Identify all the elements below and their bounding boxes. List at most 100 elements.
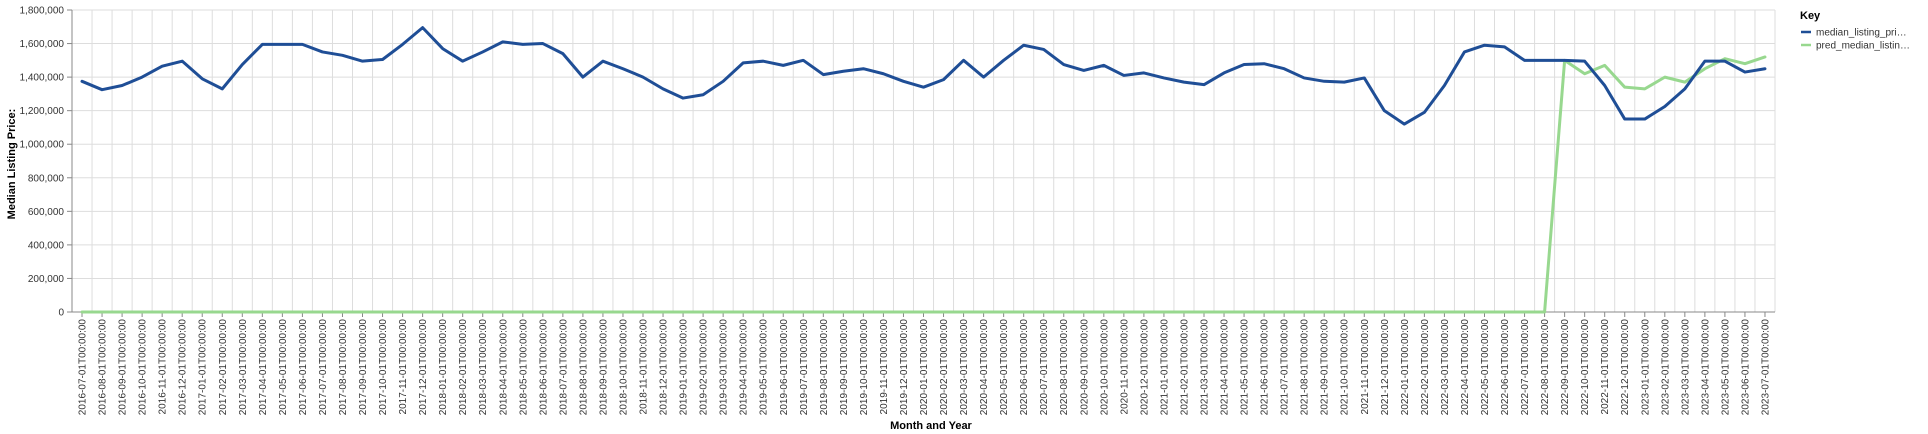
x-tick-label: 2017-11-01T00:00:00	[398, 319, 409, 415]
x-tick-label: 2019-10-01T00:00:00	[859, 319, 870, 416]
x-tick-label: 2017-07-01T00:00:00	[318, 319, 329, 416]
x-tick-label: 2022-06-01T00:00:00	[1500, 319, 1511, 416]
x-tick-label: 2016-09-01T00:00:00	[118, 319, 129, 416]
x-tick-label: 2021-03-01T00:00:00	[1199, 319, 1210, 416]
x-tick-label: 2020-06-01T00:00:00	[1019, 319, 1030, 416]
x-tick-label: 2019-11-01T00:00:00	[879, 319, 890, 415]
legend-title: Key	[1800, 10, 1821, 22]
x-tick-label: 2017-12-01T00:00:00	[418, 319, 429, 416]
x-tick-label: 2021-05-01T00:00:00	[1240, 319, 1251, 416]
x-tick-label: 2019-07-01T00:00:00	[799, 319, 810, 416]
x-tick-label: 2018-10-01T00:00:00	[618, 319, 629, 416]
x-tick-label: 2022-08-01T00:00:00	[1540, 319, 1551, 416]
x-tick-label: 2019-06-01T00:00:00	[779, 319, 790, 416]
x-tick-label: 2019-02-01T00:00:00	[699, 319, 710, 416]
x-tick-label: 2020-03-01T00:00:00	[959, 319, 970, 416]
x-tick-label: 2018-12-01T00:00:00	[659, 319, 670, 416]
series-line-0	[80, 26, 1767, 126]
y-tick-label: 1,400,000	[20, 73, 65, 84]
x-tick-label: 2020-09-01T00:00:00	[1079, 319, 1090, 416]
legend: Key median_listing_pri… pred_median_listi…	[1800, 10, 1910, 52]
x-tick-label: 2023-05-01T00:00:00	[1720, 319, 1731, 416]
x-tick-label: 2021-10-01T00:00:00	[1340, 319, 1351, 416]
series-line-1	[80, 55, 1767, 314]
x-tick-label: 2021-07-01T00:00:00	[1280, 319, 1291, 416]
y-tick-label: 1,200,000	[20, 106, 65, 117]
x-tick-label: 2019-04-01T00:00:00	[739, 319, 750, 416]
legend-label: pred_median_listin…	[1816, 41, 1910, 52]
y-tick-label: 400,000	[28, 240, 65, 251]
x-axis: 2016-07-01T00:00:00 2016-08-01T00:00:00 20…	[72, 311, 1775, 416]
x-tick-label: 2019-03-01T00:00:00	[719, 319, 730, 416]
x-tick-label: 2016-08-01T00:00:00	[98, 319, 109, 416]
y-tick-label: 200,000	[28, 274, 65, 285]
x-tick-label: 2020-02-01T00:00:00	[939, 319, 950, 416]
y-tick-label: 1,800,000	[20, 6, 65, 17]
x-tick-label: 2017-06-01T00:00:00	[298, 319, 309, 416]
y-axis: 0 200,000 400,000 600,000 800,000 1,000,000 1,…	[20, 6, 73, 319]
x-tick-label: 2020-01-01T00:00:00	[919, 319, 930, 416]
x-tick-label: 2022-12-01T00:00:00	[1620, 319, 1631, 416]
x-tick-label: 2016-07-01T00:00:00	[78, 319, 89, 416]
x-tick-label: 2018-02-01T00:00:00	[458, 319, 469, 416]
x-tick-label: 2020-05-01T00:00:00	[999, 319, 1010, 416]
x-tick-label: 2016-10-01T00:00:00	[138, 319, 149, 416]
x-tick-label: 2021-09-01T00:00:00	[1320, 319, 1331, 416]
y-tick-label: 1,600,000	[20, 39, 65, 50]
x-tick-label: 2021-08-01T00:00:00	[1300, 319, 1311, 416]
x-tick-label: 2020-07-01T00:00:00	[1039, 319, 1050, 416]
x-tick-label: 2023-06-01T00:00:00	[1740, 319, 1751, 416]
x-tick-label: 2018-08-01T00:00:00	[578, 319, 589, 416]
x-tick-label: 2020-10-01T00:00:00	[1099, 319, 1110, 416]
y-tick-label: 0	[58, 308, 64, 319]
x-tick-label: 2021-12-01T00:00:00	[1380, 319, 1391, 416]
x-tick-label: 2016-11-01T00:00:00	[158, 319, 169, 415]
x-tick-label: 2021-06-01T00:00:00	[1260, 319, 1271, 416]
x-tick-label: 2017-01-01T00:00:00	[198, 319, 209, 416]
x-tick-label: 2022-05-01T00:00:00	[1480, 319, 1491, 416]
x-tick-label: 2016-12-01T00:00:00	[178, 319, 189, 416]
x-tick-label: 2019-01-01T00:00:00	[679, 319, 690, 416]
x-tick-label: 2020-11-01T00:00:00	[1119, 319, 1130, 415]
x-tick-label: 2023-01-01T00:00:00	[1640, 319, 1651, 416]
x-tick-label: 2018-04-01T00:00:00	[498, 319, 509, 416]
y-axis-title: Median Listing Price:	[6, 109, 18, 220]
x-tick-label: 2020-04-01T00:00:00	[979, 319, 990, 416]
x-tick-label: 2022-04-01T00:00:00	[1460, 319, 1471, 416]
x-tick-label: 2017-04-01T00:00:00	[258, 319, 269, 416]
x-tick-label: 2017-10-01T00:00:00	[378, 319, 389, 416]
x-tick-label: 2019-05-01T00:00:00	[759, 319, 770, 416]
x-tick-label: 2018-03-01T00:00:00	[478, 319, 489, 416]
x-tick-label: 2020-12-01T00:00:00	[1139, 319, 1150, 416]
x-tick-label: 2022-11-01T00:00:00	[1600, 319, 1611, 415]
x-tick-label: 2017-03-01T00:00:00	[238, 319, 249, 416]
x-tick-label: 2019-08-01T00:00:00	[819, 319, 830, 416]
x-tick-label: 2020-08-01T00:00:00	[1059, 319, 1070, 416]
x-tick-label: 2019-12-01T00:00:00	[899, 319, 910, 416]
x-tick-label: 2017-02-01T00:00:00	[218, 319, 229, 416]
x-tick-label: 2018-11-01T00:00:00	[639, 319, 650, 415]
x-tick-label: 2023-03-01T00:00:00	[1680, 319, 1691, 416]
x-tick-label: 2022-03-01T00:00:00	[1440, 319, 1451, 416]
y-tick-label: 800,000	[28, 173, 65, 184]
x-tick-label: 2018-06-01T00:00:00	[538, 319, 549, 416]
x-tick-label: 2023-04-01T00:00:00	[1700, 319, 1711, 416]
x-tick-label: 2023-07-01T00:00:00	[1760, 319, 1771, 416]
x-tick-label: 2018-01-01T00:00:00	[438, 319, 449, 416]
x-axis-title: Month and Year	[890, 420, 972, 432]
x-tick-label: 2017-05-01T00:00:00	[278, 319, 289, 416]
x-tick-label: 2022-01-01T00:00:00	[1400, 319, 1411, 416]
x-tick-label: 2018-07-01T00:00:00	[558, 319, 569, 416]
legend-label: median_listing_pri…	[1816, 28, 1907, 39]
x-tick-label: 2022-10-01T00:00:00	[1580, 319, 1591, 416]
x-tick-label: 2017-08-01T00:00:00	[338, 319, 349, 416]
y-tick-label: 1,000,000	[20, 140, 65, 151]
x-tick-label: 2019-09-01T00:00:00	[839, 319, 850, 416]
x-tick-label: 2021-02-01T00:00:00	[1179, 319, 1190, 416]
x-tick-label: 2021-11-01T00:00:00	[1360, 319, 1371, 415]
x-tick-label: 2017-09-01T00:00:00	[358, 319, 369, 416]
x-tick-label: 2022-09-01T00:00:00	[1560, 319, 1571, 416]
x-tick-label: 2023-02-01T00:00:00	[1660, 319, 1671, 416]
